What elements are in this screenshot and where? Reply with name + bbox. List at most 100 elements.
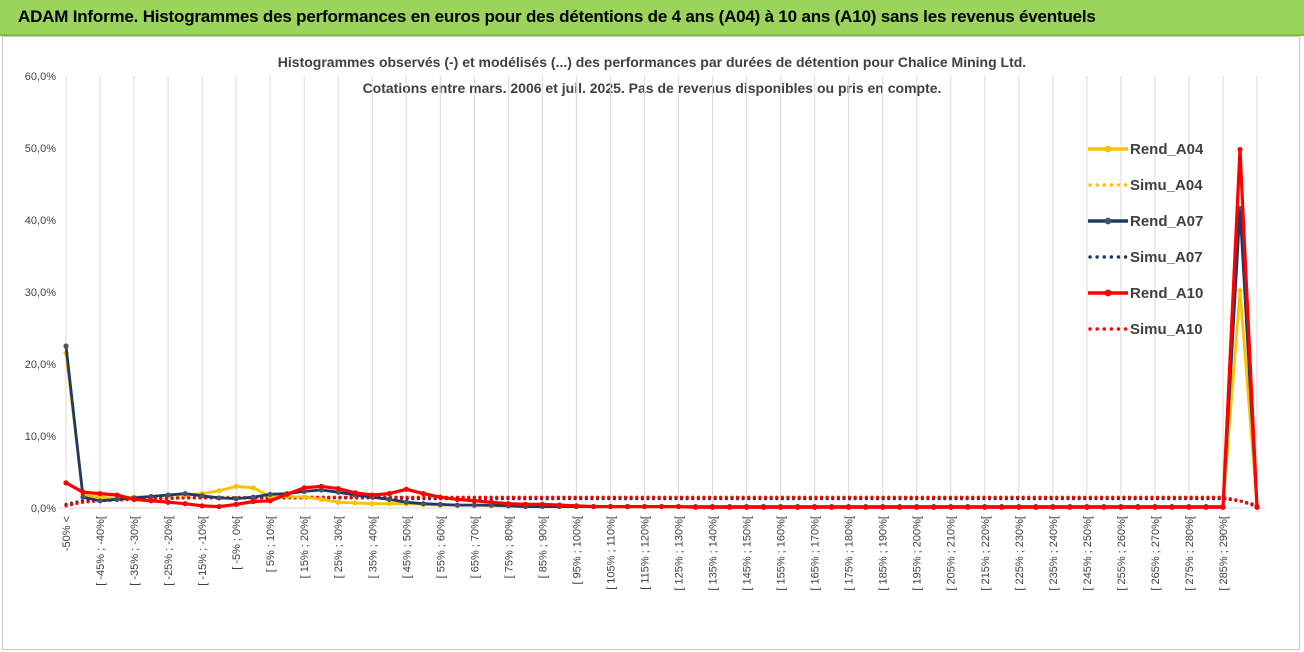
y-tick-label: 20,0%: [25, 359, 56, 371]
x-tick-label: [ 175% ; 180%[: [844, 516, 856, 591]
data-point: [403, 486, 409, 492]
x-tick-label: [ 65% ; 70%[: [469, 516, 481, 578]
series-rend-a10: [63, 146, 1260, 510]
chart-legend: Rend_A04 Simu_A04 Rend_A07 Simu_A07 Rend_A10…: [1088, 141, 1204, 338]
data-point: [233, 501, 239, 507]
legend-item-rend-a10: Rend_A10: [1088, 285, 1203, 302]
data-point: [675, 503, 682, 510]
data-point: [182, 501, 188, 507]
data-point: [267, 491, 273, 497]
data-point: [1254, 504, 1260, 510]
data-point: [403, 499, 409, 505]
y-tick-label: 0,0%: [31, 503, 56, 515]
chart-frame: [2, 36, 1300, 650]
y-tick-label: 60,0%: [25, 71, 56, 83]
x-tick-label: [ 5% ; 10%[: [265, 516, 277, 572]
report-header: ADAM Informe. Histogrammes des performan…: [0, 0, 1304, 36]
x-tick-label: [ 235% ; 240%[: [1048, 516, 1060, 591]
data-point: [778, 504, 784, 510]
y-tick-label: 10,0%: [25, 431, 56, 443]
x-tick-label: [ 155% ; 160%[: [776, 516, 788, 591]
data-point: [539, 501, 546, 507]
data-point: [692, 504, 699, 510]
data-point: [1169, 504, 1175, 510]
data-point: [335, 499, 341, 505]
series-line: [65, 147, 1259, 509]
legend-label: Rend_A10: [1130, 285, 1203, 302]
data-point: [318, 487, 324, 493]
chart-title: Histogrammes observés (-) et modélisés (…: [277, 54, 1027, 70]
x-tick-label: [ 245% ; 250%[: [1082, 516, 1094, 591]
series-rend-a07: [63, 205, 1260, 510]
data-point: [301, 485, 307, 491]
data-point: [1237, 287, 1243, 294]
legend-item-simu-a10: Simu_A10: [1088, 321, 1203, 338]
report-title: ADAM Informe. Histogrammes des performan…: [18, 7, 1096, 26]
y-axis: 0,0% 10,0% 20,0% 30,0% 40,0% 50,0% 60,0%: [25, 71, 56, 515]
data-point: [863, 504, 869, 510]
data-point: [709, 504, 716, 510]
data-point: [233, 496, 239, 502]
data-point: [369, 501, 375, 507]
x-tick-label: [ 165% ; 170%[: [810, 516, 822, 591]
plot-area: [63, 146, 1260, 510]
x-tick-label: [ 145% ; 150%[: [742, 516, 754, 591]
data-point: [1118, 504, 1124, 510]
data-point: [1101, 504, 1107, 510]
data-point: [80, 494, 86, 500]
x-tick-label: [ 195% ; 200%[: [912, 516, 924, 591]
data-point: [386, 491, 392, 497]
data-point: [471, 498, 477, 504]
data-point: [1016, 504, 1022, 510]
data-point: [420, 501, 426, 507]
x-tick-label: [ 55% ; 60%[: [435, 516, 447, 578]
series-line: [64, 289, 1259, 509]
data-point: [386, 496, 392, 502]
data-point: [233, 483, 239, 489]
data-point: [97, 491, 103, 497]
data-point: [165, 499, 171, 505]
data-point: [437, 494, 443, 500]
data-point: [80, 489, 86, 495]
data-point: [1152, 504, 1158, 510]
data-point: [301, 494, 307, 500]
data-point: [556, 502, 563, 508]
data-point: [216, 488, 222, 494]
legend-label: Simu_A04: [1130, 177, 1203, 194]
series-line: [64, 207, 1259, 509]
x-tick-label: [ 75% ; 80%[: [503, 516, 515, 578]
chart-grid: [58, 76, 1265, 509]
data-point: [948, 504, 954, 510]
data-point: [97, 498, 103, 504]
data-point: [573, 503, 580, 509]
data-point: [846, 504, 852, 510]
data-point: [182, 491, 188, 497]
data-point: [488, 499, 494, 505]
data-point: [965, 504, 971, 510]
data-point: [63, 343, 69, 349]
x-tick-label: [ -25% ; -20%[: [163, 516, 175, 586]
data-point: [1203, 504, 1209, 510]
data-point: [148, 493, 154, 500]
data-point: [199, 493, 205, 499]
data-point: [795, 504, 801, 510]
data-point: [318, 483, 324, 489]
data-point: [505, 501, 511, 507]
x-tick-label: [ 215% ; 220%[: [980, 516, 992, 591]
data-point: [250, 498, 256, 505]
legend-label: Rend_A04: [1130, 141, 1204, 158]
data-point: [114, 492, 120, 498]
x-tick-label: [ 135% ; 140%[: [708, 516, 720, 591]
x-tick-label: [ 85% ; 90%[: [537, 516, 549, 578]
data-point: [352, 500, 358, 506]
data-point: [97, 494, 103, 500]
data-point: [880, 504, 886, 510]
x-tick-label: [ 265% ; 270%[: [1150, 516, 1162, 591]
data-point: [914, 504, 920, 510]
legend-item-rend-a04: Rend_A04: [1088, 141, 1204, 158]
data-point: [641, 503, 648, 510]
data-point: [250, 485, 256, 491]
data-point: [1220, 504, 1226, 510]
y-tick-label: 30,0%: [25, 287, 56, 299]
